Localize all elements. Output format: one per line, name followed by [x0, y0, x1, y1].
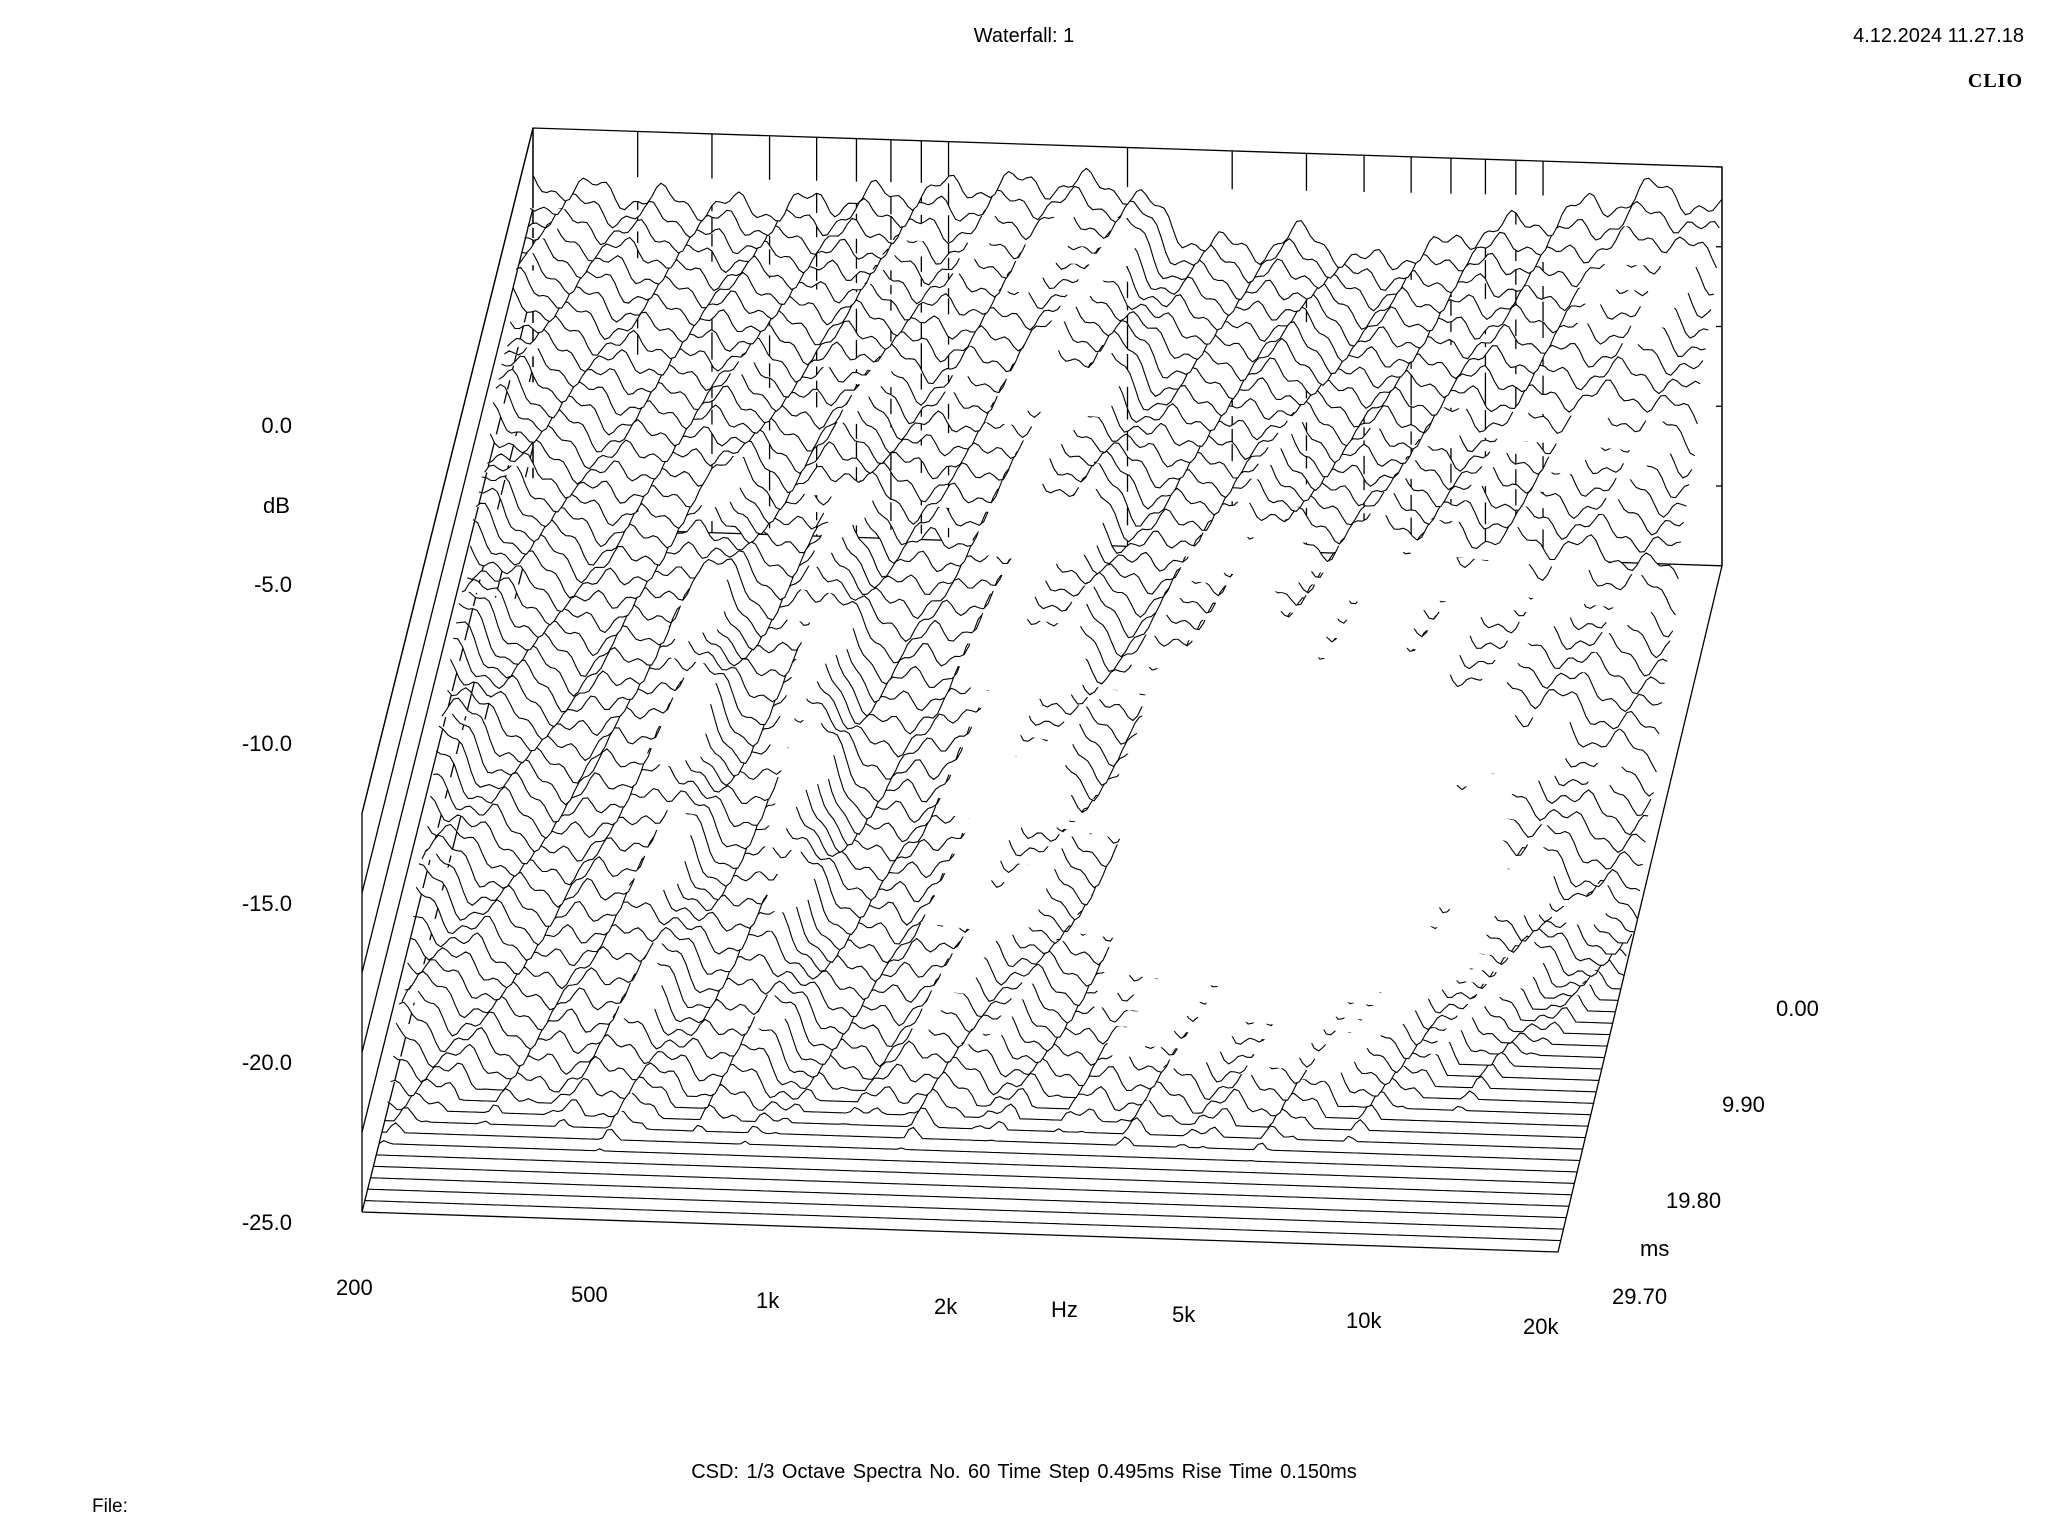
- spectrum-line: [398, 1001, 1594, 1104]
- x-axis-label: Hz: [1051, 1297, 1078, 1322]
- spectrum-line: [390, 1076, 1586, 1139]
- spectrum-line: [518, 251, 1709, 363]
- spectrum-line: [387, 1091, 1583, 1150]
- spectra-lines: [364, 167, 1723, 1242]
- file-label: File:: [92, 1496, 128, 1517]
- spectrum-line: [364, 1200, 1561, 1242]
- z-tick-label: -20.0: [241, 1050, 292, 1075]
- db-grid-line: [361, 127, 534, 814]
- z-tick-label: -5.0: [254, 572, 292, 597]
- spectrum-line: [487, 451, 1679, 579]
- spectrum-line: [373, 1165, 1569, 1207]
- spectrum-line: [407, 954, 1602, 1070]
- x-tick-label: 5k: [1172, 1302, 1196, 1327]
- t-tick-label: 29.70: [1612, 1284, 1668, 1309]
- measurement-info: CSD: 1/3 Octave Spectra No. 60 Time Step…: [691, 1461, 1357, 1483]
- t-tick-label: 19.80: [1666, 1188, 1722, 1213]
- spectrum-line: [532, 167, 1723, 271]
- t-axis-label: ms: [1640, 1236, 1670, 1261]
- spectrum-line: [378, 1139, 1575, 1184]
- spectrum-line: [507, 328, 1698, 428]
- db-grid-line: [361, 207, 534, 894]
- spectrum-line: [381, 1122, 1578, 1173]
- spectrum-line: [492, 402, 1685, 536]
- spectrum-line: [512, 287, 1704, 389]
- spectrum-line: [384, 1107, 1580, 1162]
- spectrum-line: [515, 266, 1706, 374]
- x-tick-label: 10k: [1346, 1308, 1382, 1333]
- spectrum-line: [489, 433, 1682, 553]
- t-tick-label: 0.00: [1776, 996, 1819, 1021]
- x-tick-label: 200: [336, 1275, 373, 1300]
- timestamp: 4.12.2024 11.27.18: [1853, 25, 2024, 47]
- db-grid-line: [361, 287, 534, 973]
- z-axis-label: dB: [263, 493, 290, 518]
- z-tick-label: -25.0: [241, 1210, 292, 1235]
- t-tick-label: 9.90: [1722, 1092, 1765, 1117]
- spectrum-line: [395, 1022, 1591, 1116]
- chart-title: Waterfall: 1: [973, 25, 1075, 47]
- z-tick-label: -10.0: [241, 731, 292, 756]
- z-tick-label: 0.0: [261, 413, 292, 438]
- brand-logo-text: CLIO: [1967, 70, 2023, 92]
- z-tick-label: -15.0: [241, 891, 292, 916]
- x-tick-label: 20k: [1523, 1314, 1559, 1339]
- x-tick-label: 2k: [934, 1294, 958, 1319]
- x-tick-label: 1k: [756, 1288, 780, 1313]
- spectrum-line: [376, 1154, 1572, 1196]
- spectrum-line: [509, 313, 1701, 410]
- spectrum-line: [367, 1188, 1564, 1230]
- spectrum-line: [370, 1177, 1567, 1219]
- x-tick-label: 500: [571, 1282, 608, 1307]
